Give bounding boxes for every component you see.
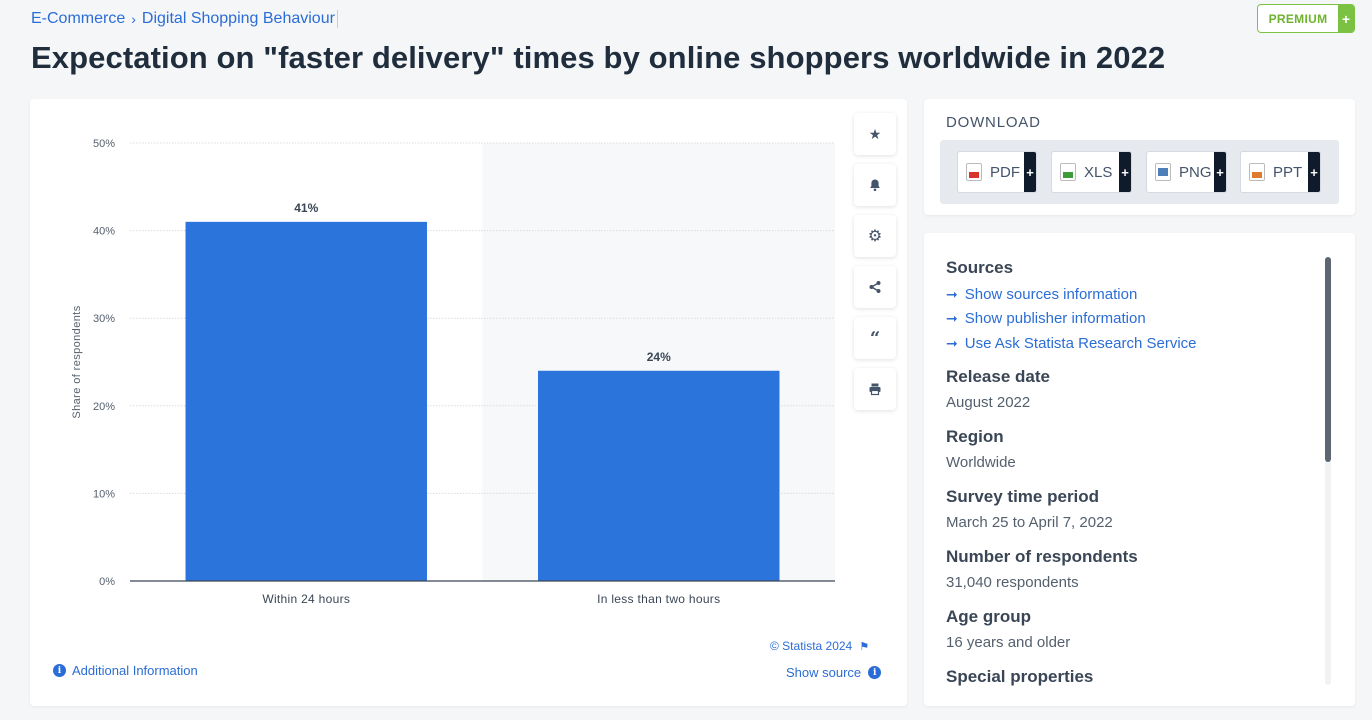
bar <box>538 370 780 581</box>
cite-button[interactable]: “ <box>854 317 896 359</box>
plus-icon: + <box>1338 5 1354 32</box>
data-label: 41% <box>294 201 318 215</box>
show-source-label: Show source <box>786 665 862 680</box>
copyright-text[interactable]: © Statista 2024 <box>770 639 853 653</box>
gear-icon: ⚙ <box>867 228 883 245</box>
respondents-heading: Number of respondents <box>946 546 1138 566</box>
arrow-right-icon: ➞ <box>946 310 958 327</box>
plus-icon: + <box>1214 152 1226 192</box>
y-tick-label: 30% <box>93 313 115 325</box>
bar <box>185 221 427 581</box>
quote-icon: “ <box>869 327 881 349</box>
info-icon: i <box>868 666 882 679</box>
download-ppt-button[interactable]: PPT + <box>1240 151 1321 193</box>
show-sources-link[interactable]: ➞ Show sources information <box>946 282 1326 307</box>
data-label: 24% <box>647 350 671 364</box>
x-tick-label: In less than two hours <box>597 592 720 606</box>
ask-research-service-link[interactable]: ➞ Use Ask Statista Research Service <box>946 331 1326 356</box>
survey-period-heading: Survey time period <box>946 486 1100 506</box>
notification-button[interactable] <box>854 164 896 206</box>
download-xls-button[interactable]: XLS + <box>1051 151 1132 193</box>
png-file-icon <box>1155 163 1171 181</box>
download-pdf-button[interactable]: PDF + <box>957 151 1037 193</box>
print-button[interactable] <box>854 368 896 410</box>
y-tick-label: 10% <box>93 488 115 500</box>
scrollbar-track[interactable] <box>1325 257 1331 685</box>
download-panel: DOWNLOAD PDF + XLS + PNG + PPT + <box>924 99 1355 215</box>
chart-card: 0% 10% 20% 30% 40% 50% Share of respondents 41%… <box>30 99 907 706</box>
sources-heading: Sources <box>946 258 1014 277</box>
premium-label: PREMIUM <box>1268 11 1328 26</box>
breadcrumb-item-digital-shopping[interactable]: Digital Shopping Behaviour <box>142 10 338 28</box>
additional-information-link[interactable]: i Additional Information <box>53 663 198 678</box>
arrow-right-icon: ➞ <box>946 285 958 302</box>
chart-toolbar: ★ ⚙ “ <box>854 113 896 419</box>
page-title: Expectation on "faster delivery" times b… <box>31 40 1166 75</box>
ask-research-label: Use Ask Statista Research Service <box>964 334 1197 352</box>
y-tick-label: 0% <box>99 576 115 588</box>
y-axis-label: Share of respondents <box>71 305 83 418</box>
breadcrumb: E-Commerce › Digital Shopping Behaviour <box>31 10 338 28</box>
png-label: PNG <box>1179 163 1212 181</box>
show-publisher-link[interactable]: ➞ Show publisher information <box>946 307 1326 332</box>
breadcrumb-item-ecommerce[interactable]: E-Commerce <box>31 10 126 27</box>
bell-icon <box>870 179 880 192</box>
survey-period-value: March 25 to April 7, 2022 <box>946 513 1113 531</box>
pdf-file-icon <box>966 163 982 181</box>
release-date-value: August 2022 <box>946 393 1031 411</box>
statistic-details-panel: Sources ➞ Show sources information ➞ Show … <box>924 233 1355 706</box>
plus-icon: + <box>1308 152 1320 192</box>
y-tick-label: 20% <box>93 401 115 413</box>
bar-chart: 0% 10% 20% 30% 40% 50% Share of respondents 41%… <box>71 138 835 606</box>
additional-information-label: Additional Information <box>72 663 198 678</box>
show-publisher-label: Show publisher information <box>964 310 1146 328</box>
pdf-label: PDF <box>990 163 1020 181</box>
download-png-button[interactable]: PNG + <box>1146 151 1227 193</box>
share-button[interactable] <box>854 266 896 308</box>
respondents-value: 31,040 respondents <box>946 573 1079 591</box>
favorite-button[interactable]: ★ <box>854 113 896 155</box>
scrollbar-thumb[interactable] <box>1325 257 1331 462</box>
ppt-file-icon <box>1249 163 1265 181</box>
details-list: Sources ➞ Show sources information ➞ Show … <box>946 258 1326 687</box>
info-icon: i <box>53 664 66 677</box>
flag-icon[interactable]: ⚑ <box>859 640 870 653</box>
age-group-heading: Age group <box>946 606 1031 626</box>
xls-file-icon <box>1060 163 1076 181</box>
share-icon <box>869 281 881 293</box>
y-tick-label: 50% <box>93 138 115 150</box>
age-group-value: 16 years and older <box>946 633 1071 651</box>
plus-icon: + <box>1024 152 1036 192</box>
print-icon <box>869 383 881 396</box>
region-heading: Region <box>946 426 1004 446</box>
ppt-label: PPT <box>1273 163 1303 181</box>
special-properties-heading: Special properties <box>946 666 1094 686</box>
plus-icon: + <box>1119 152 1131 192</box>
show-sources-label: Show sources information <box>964 285 1138 303</box>
show-source-link[interactable]: Show source i <box>786 665 882 680</box>
copyright: © Statista 2024 ⚑ <box>770 639 869 653</box>
settings-button[interactable]: ⚙ <box>854 215 896 257</box>
arrow-right-icon: ➞ <box>946 334 958 351</box>
breadcrumb-separator: › <box>131 11 136 27</box>
release-date-heading: Release date <box>946 366 1050 386</box>
download-title: DOWNLOAD <box>946 114 1041 131</box>
y-tick-label: 40% <box>93 226 115 238</box>
star-icon: ★ <box>868 125 882 142</box>
download-buttons-bar: PDF + XLS + PNG + PPT + <box>940 140 1339 204</box>
region-value: Worldwide <box>946 453 1016 471</box>
x-tick-label: Within 24 hours <box>262 592 350 606</box>
xls-label: XLS <box>1084 163 1113 181</box>
premium-badge[interactable]: PREMIUM + <box>1257 4 1355 33</box>
